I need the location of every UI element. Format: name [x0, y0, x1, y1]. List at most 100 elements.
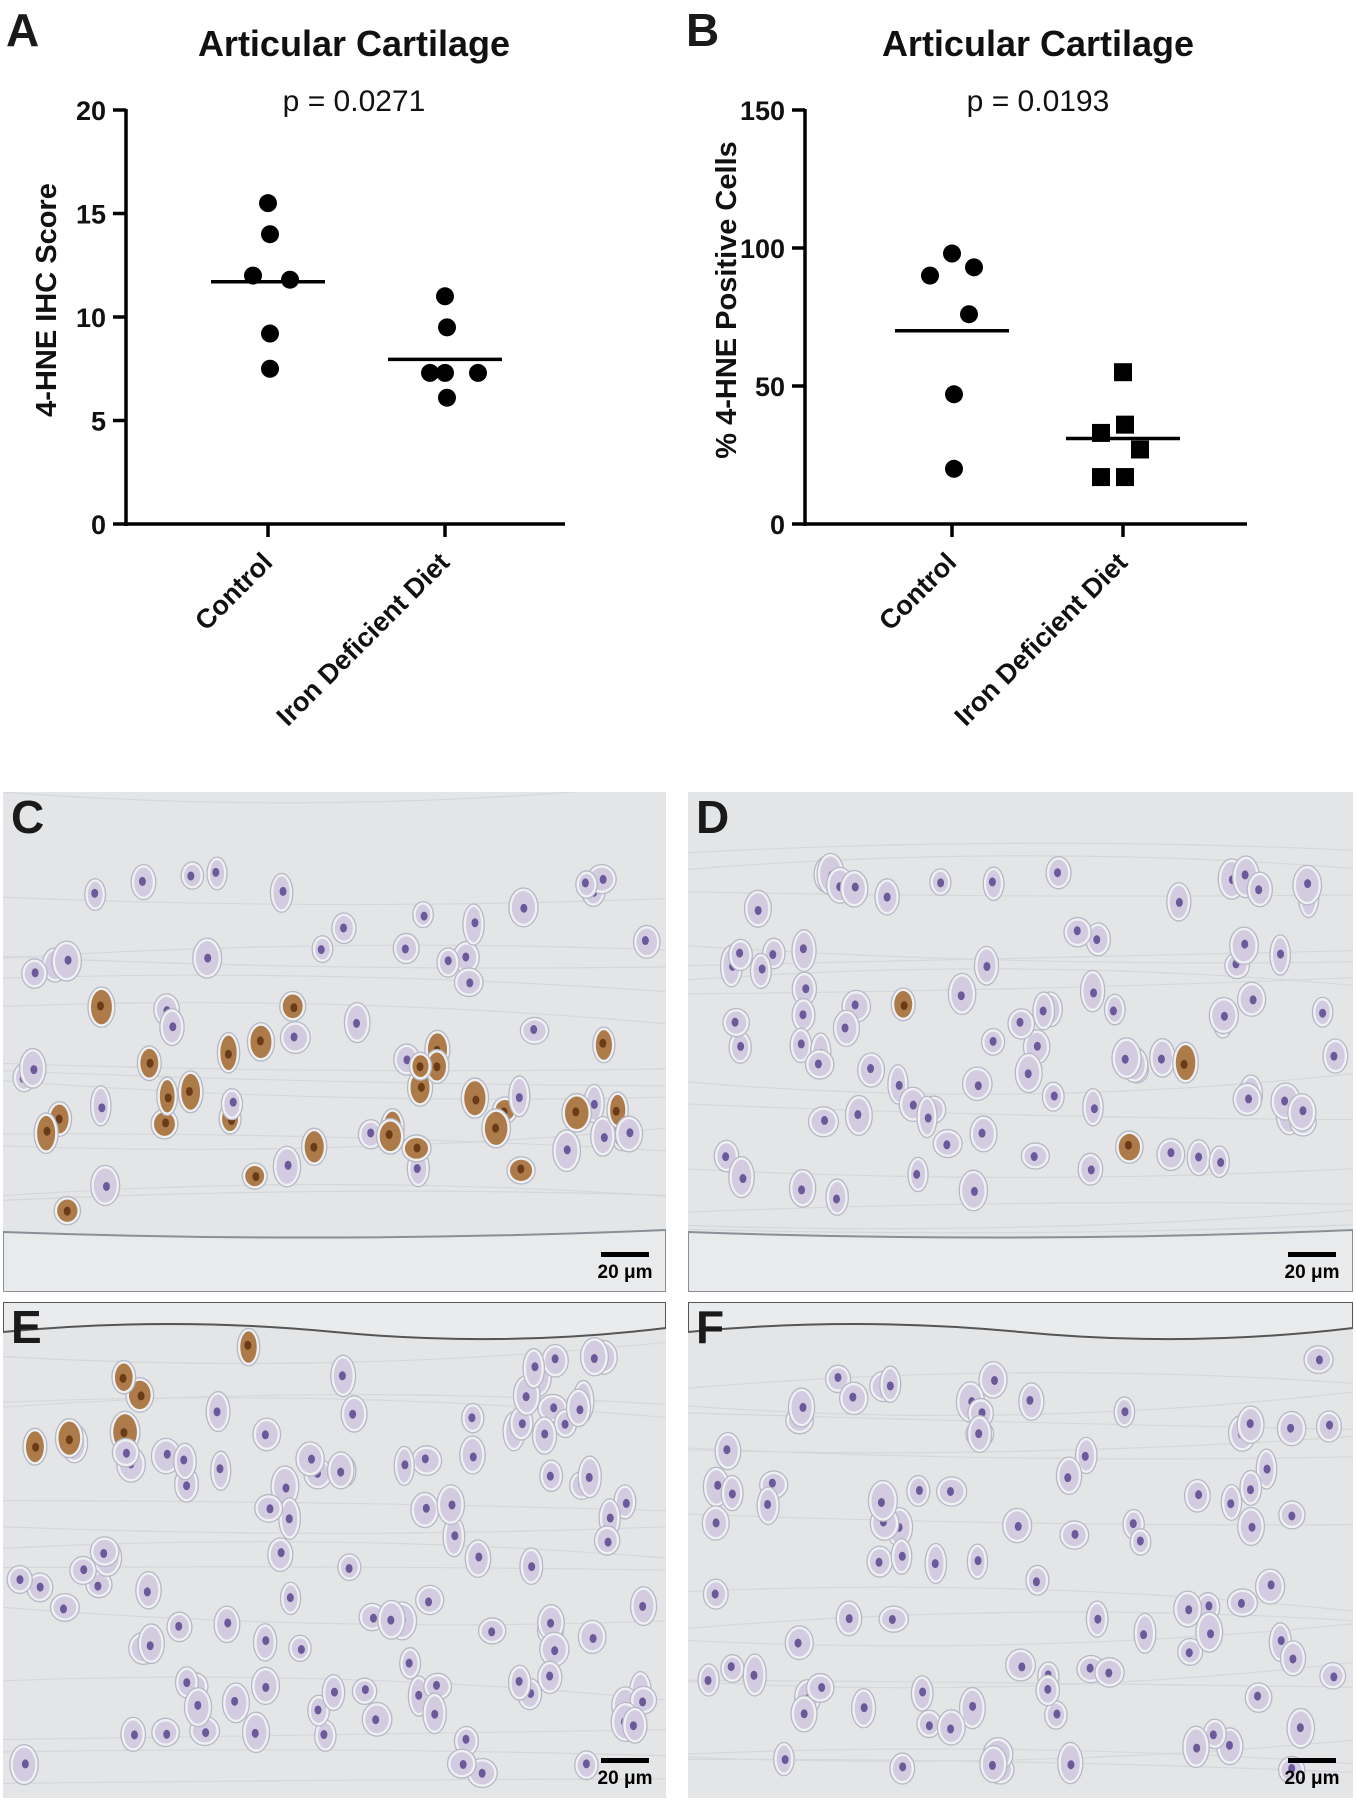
- cell-nucleus: [1267, 1580, 1275, 1590]
- cell-nucleus: [989, 1036, 997, 1046]
- cell-nucleus: [162, 1118, 170, 1128]
- cell-nucleus: [492, 1123, 500, 1133]
- cell-nucleus: [1205, 1601, 1213, 1611]
- chart-b-point: [945, 385, 963, 404]
- cell-nucleus: [915, 1485, 923, 1495]
- cell-nucleus: [251, 1728, 259, 1738]
- chart-b-y-tick-label: 150: [740, 96, 785, 126]
- tissue-fiber: [3, 792, 580, 804]
- cell-nucleus: [1288, 1763, 1296, 1773]
- cell-nucleus: [102, 1181, 110, 1191]
- cell-nucleus: [444, 956, 452, 966]
- cell-nucleus: [353, 1018, 361, 1028]
- cell-nucleus: [94, 1581, 102, 1591]
- cell-nucleus: [1064, 1473, 1072, 1483]
- cell-nucleus: [1195, 1490, 1203, 1500]
- cell-nucleus: [1180, 1059, 1188, 1069]
- cell-nucleus: [546, 1471, 554, 1481]
- cell-nucleus: [946, 1486, 954, 1496]
- cell-nucleus: [550, 1403, 558, 1413]
- cell-nucleus: [43, 1126, 51, 1136]
- cell-nucleus: [1287, 1423, 1295, 1433]
- cell-nucleus: [1299, 1106, 1307, 1116]
- cell-nucleus: [31, 968, 39, 978]
- cell-nucleus: [100, 1548, 108, 1558]
- cell-nucleus: [947, 1724, 955, 1734]
- cell-nucleus: [320, 1730, 328, 1740]
- cell-nucleus: [143, 1587, 151, 1597]
- cell-nucleus: [1241, 939, 1249, 949]
- cell-nucleus: [349, 1409, 357, 1419]
- cell-nucleus: [898, 1551, 906, 1561]
- cell-nucleus: [32, 1442, 40, 1452]
- cell-nucleus: [712, 1518, 720, 1528]
- tissue-fiber: [688, 1103, 1353, 1121]
- scale-bar-f: 20 μm: [1283, 1758, 1341, 1790]
- cell-nucleus: [1185, 1648, 1193, 1658]
- cell-nucleus: [731, 1017, 739, 1027]
- chart-b-point: [1116, 415, 1134, 434]
- scale-bar-e: 20 μm: [596, 1758, 654, 1790]
- chart-a-point: [436, 287, 454, 306]
- cell-nucleus: [895, 1080, 903, 1090]
- cell-nucleus: [798, 1185, 806, 1195]
- cell-nucleus: [91, 888, 99, 898]
- cell-nucleus: [899, 1762, 907, 1772]
- cell-nucleus: [606, 1513, 614, 1523]
- cell-nucleus: [385, 1130, 393, 1140]
- chart-a-point: [259, 194, 277, 213]
- cell-nucleus: [1254, 1691, 1262, 1701]
- cell-nucleus: [888, 1614, 896, 1624]
- chart-b-x-tick-label: Iron Deficient Diet: [949, 547, 1134, 732]
- tissue-fiber: [688, 1611, 1353, 1629]
- chart-a-y-tick-label: 20: [76, 96, 106, 126]
- tissue-fiber: [3, 1062, 666, 1072]
- cell-nucleus: [1105, 1668, 1113, 1678]
- cell-nucleus: [175, 1621, 183, 1631]
- tissue-fiber: [3, 1526, 666, 1534]
- cell-nucleus: [413, 1164, 421, 1174]
- cell-nucleus: [883, 892, 891, 902]
- cell-nucleus: [80, 1565, 88, 1575]
- cell-nucleus: [546, 1671, 554, 1681]
- scale-bar-text-f: 20 μm: [1284, 1768, 1340, 1789]
- cell-nucleus: [164, 1093, 172, 1103]
- cell-nucleus: [64, 955, 72, 965]
- cell-nucleus: [146, 1641, 154, 1651]
- tissue-fiber: [688, 1586, 1353, 1612]
- cell-nucleus: [1086, 1663, 1094, 1673]
- cell-nucleus: [282, 1483, 290, 1493]
- cell-nucleus: [1227, 1499, 1235, 1509]
- cell-nucleus: [224, 1049, 232, 1059]
- tissue-surface: [3, 1228, 666, 1292]
- cell-nucleus: [21, 1759, 29, 1769]
- cell-nucleus: [739, 1174, 747, 1184]
- chart-b-point: [921, 266, 939, 285]
- cell-nucleus: [1157, 1054, 1165, 1064]
- cell-nucleus: [957, 991, 965, 1001]
- chart-a-y-axis-label: 4-HNE IHC Score: [31, 183, 63, 417]
- cell-nucleus: [563, 1145, 571, 1155]
- scale-bar-text-c: 20 μm: [597, 1262, 653, 1283]
- tissue-fiber: [688, 842, 1353, 854]
- cell-nucleus: [983, 961, 991, 971]
- chart-a-y-tick-label: 10: [76, 303, 106, 333]
- cell-nucleus: [768, 1478, 776, 1488]
- cell-nucleus: [1319, 1008, 1327, 1018]
- cell-nucleus: [1033, 1041, 1041, 1051]
- cell-nucleus: [468, 1413, 476, 1423]
- cell-nucleus: [1094, 1614, 1102, 1624]
- cell-nucleus: [515, 1676, 523, 1686]
- cell-nucleus: [231, 1696, 239, 1706]
- cell-nucleus: [202, 1728, 210, 1738]
- scale-bar-text-e: 20 μm: [597, 1768, 653, 1789]
- chart-a-point: [469, 363, 487, 382]
- cell-nucleus: [1054, 868, 1062, 878]
- tissue-fiber: [688, 855, 1353, 871]
- cell-nucleus: [1237, 1598, 1245, 1608]
- cell-nucleus: [229, 1097, 237, 1107]
- cell-nucleus: [764, 1499, 772, 1509]
- cell-nucleus: [758, 964, 766, 974]
- cell-nucleus: [639, 1601, 647, 1611]
- cell-nucleus: [1175, 897, 1183, 907]
